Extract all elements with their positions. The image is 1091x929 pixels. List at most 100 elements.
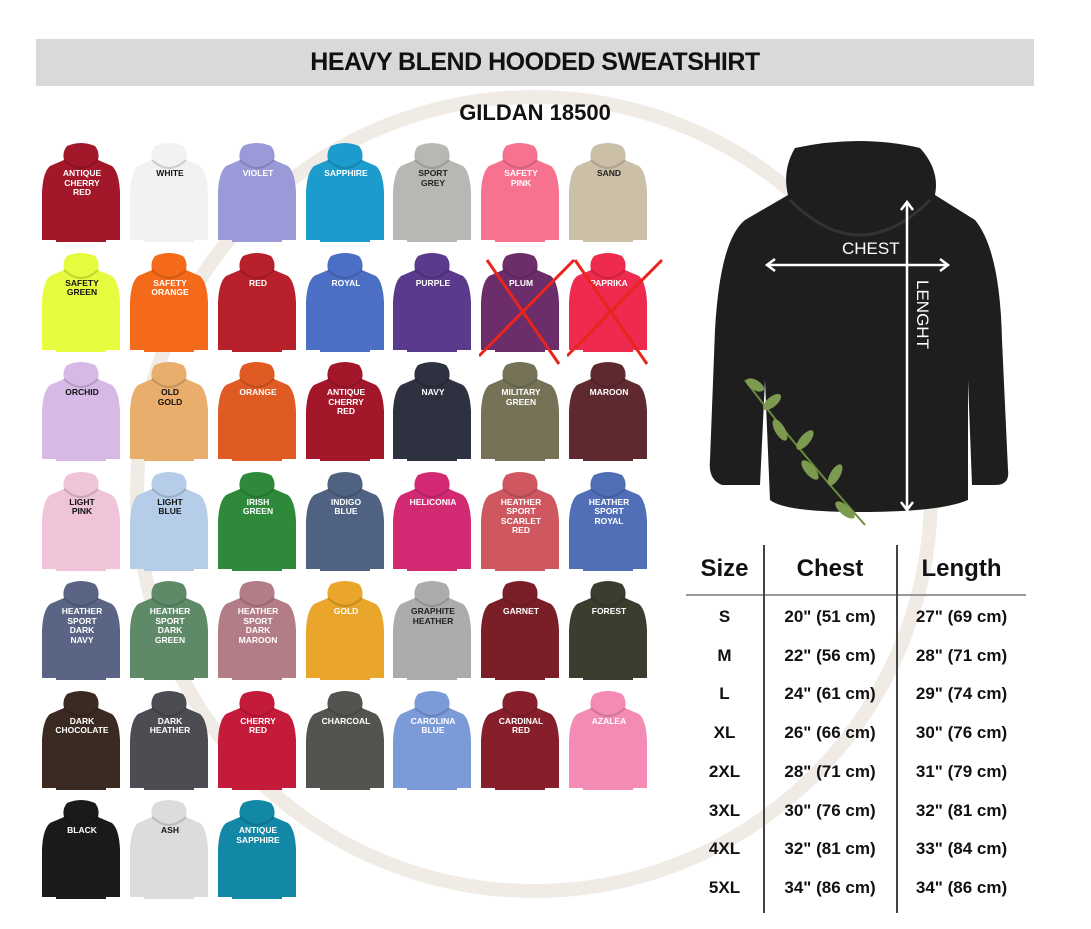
- color-swatch: CARDINAL RED: [479, 690, 563, 792]
- color-swatch: SPORT GREY: [391, 142, 475, 244]
- color-name: WHITE: [156, 168, 184, 178]
- color-swatch: GOLD: [304, 580, 388, 682]
- color-swatch: RED: [216, 252, 300, 354]
- length-cell: 29" (74 cm): [915, 684, 1008, 704]
- color-name: CHARCOAL: [321, 715, 371, 726]
- color-swatch: CAROLINA BLUE: [391, 690, 475, 792]
- header-length: Length: [921, 555, 1002, 582]
- color-swatch: HEATHER SPORT DARK NAVY: [40, 580, 124, 682]
- color-name: OLD GOLD: [157, 387, 183, 407]
- color-name: CARDINAL RED: [498, 715, 544, 735]
- length-cell: 27" (69 cm): [915, 607, 1008, 626]
- size-cell: L: [719, 684, 730, 704]
- color-swatch: AZALEA: [567, 690, 651, 792]
- color-swatch: HEATHER SPORT ROYAL: [567, 471, 651, 573]
- color-name: HEATHER SPORT ROYAL: [588, 496, 630, 526]
- hoodie-icon: [306, 143, 384, 242]
- length-cell: 31" (79 cm): [915, 761, 1008, 781]
- hoodie-icon: [130, 581, 208, 680]
- unavailable-cross-icon: [567, 258, 664, 365]
- color-swatch: ORCHID: [40, 361, 124, 463]
- color-swatch: PURPLE: [391, 252, 475, 354]
- size-cell: M: [717, 645, 732, 665]
- hoodie-icon: [306, 252, 384, 352]
- color-name: NAVY: [421, 387, 445, 397]
- color-swatch: HEATHER SPORT DARK MAROON: [216, 580, 300, 682]
- table-header: Size Chest Length: [686, 555, 1026, 583]
- hoodie-icon: [218, 581, 296, 680]
- hoodie-icon: [42, 143, 120, 242]
- color-name: MAROON: [589, 387, 629, 397]
- hoodie-icon: [130, 362, 208, 461]
- color-swatch: FOREST: [567, 580, 651, 682]
- hoodie-icon: [306, 471, 384, 571]
- color-name: ORANGE: [239, 387, 277, 397]
- color-swatch: ANTIQUE SAPPHIRE: [216, 799, 300, 901]
- color-swatch: ANTIQUE CHERRY RED: [40, 142, 124, 244]
- hoodie-icon: [569, 471, 647, 571]
- color-name: DARK CHOCOLATE: [55, 715, 109, 735]
- hoodie-icon: [218, 690, 296, 790]
- size-cell: 5XL: [708, 877, 741, 897]
- color-name: HEATHER SPORT DARK GREEN: [149, 606, 191, 645]
- hoodie-icon: [393, 143, 471, 242]
- hoodie-icon: [130, 690, 208, 790]
- color-swatch: MILITARY GREEN: [479, 361, 563, 463]
- hoodie-icon: [218, 800, 296, 899]
- color-swatch: GRAPHITE HEATHER: [391, 580, 475, 682]
- color-swatch: IRISH GREEN: [216, 471, 300, 573]
- table-row: L 24" (61 cm) 29" (74 cm): [686, 684, 1026, 704]
- color-name: DARK HEATHER: [149, 715, 191, 735]
- color-swatch: OLD GOLD: [128, 361, 212, 463]
- color-name: RED: [249, 277, 267, 288]
- chest-label: CHEST: [842, 239, 900, 258]
- table-row: 4XL 32" (81 cm) 33" (84 cm): [686, 839, 1026, 859]
- column-divider: [763, 545, 765, 913]
- color-name: FOREST: [591, 606, 627, 616]
- color-swatch: ANTIQUE CHERRY RED: [304, 361, 388, 463]
- color-name: PAPRIKA: [590, 277, 628, 288]
- color-swatch: DARK HEATHER: [128, 690, 212, 792]
- hoodie-icon: [481, 362, 559, 461]
- table-row: S 20" (51 cm) 27" (69 cm): [686, 607, 1026, 627]
- hoodie-icon: [218, 471, 296, 571]
- color-swatch: SAND: [567, 142, 651, 244]
- color-name: CHERRY RED: [240, 715, 276, 735]
- color-name: SPORT GREY: [418, 168, 448, 188]
- hoodie-icon: [306, 581, 384, 680]
- color-name: ROYAL: [331, 277, 361, 288]
- hoodie-icon: [42, 471, 120, 571]
- color-name: HEATHER SPORT DARK NAVY: [61, 606, 103, 645]
- color-name: AZALEA: [591, 715, 627, 726]
- hoodie-icon: [218, 362, 296, 461]
- length-cell: 28" (71 cm): [915, 645, 1008, 665]
- color-name: SAND: [596, 168, 622, 178]
- color-swatch: ASH: [128, 799, 212, 901]
- color-swatch: SAFETY PINK: [479, 142, 563, 244]
- hoodie-icon: [481, 143, 559, 242]
- color-swatch: SAFETY GREEN: [40, 252, 124, 354]
- color-name: SAPPHIRE: [324, 168, 368, 178]
- table-row: 3XL 30" (76 cm) 32" (81 cm): [686, 801, 1026, 821]
- color-swatch: LIGHT PINK: [40, 471, 124, 573]
- unavailable-cross-icon: [479, 258, 576, 365]
- page-title: HEAVY BLEND HOODED SWEATSHIRT: [36, 39, 1034, 86]
- length-cell: 34" (86 cm): [915, 877, 1008, 897]
- chest-cell: 32" (81 cm): [784, 839, 876, 859]
- column-divider: [896, 545, 898, 913]
- hoodie-icon: [130, 471, 208, 571]
- header-divider: [686, 594, 1026, 596]
- hoodie-illustration: [709, 141, 1009, 526]
- color-name: SAFETY ORANGE: [151, 277, 189, 297]
- hoodie-icon: [569, 362, 647, 461]
- header-size: Size: [700, 555, 749, 582]
- color-swatch: HEATHER SPORT DARK GREEN: [128, 580, 212, 682]
- hoodie-icon: [569, 143, 647, 242]
- hoodie-icon: [393, 581, 471, 680]
- color-name: ASH: [161, 825, 179, 835]
- table-row: 5XL 34" (86 cm) 34" (86 cm): [686, 878, 1026, 898]
- length-cell: 33" (84 cm): [915, 839, 1008, 859]
- color-name: ANTIQUE SAPPHIRE: [236, 825, 280, 845]
- size-diagram-hoodie: CHEST LENGHT: [700, 140, 1020, 535]
- color-name: LIGHT PINK: [69, 496, 95, 516]
